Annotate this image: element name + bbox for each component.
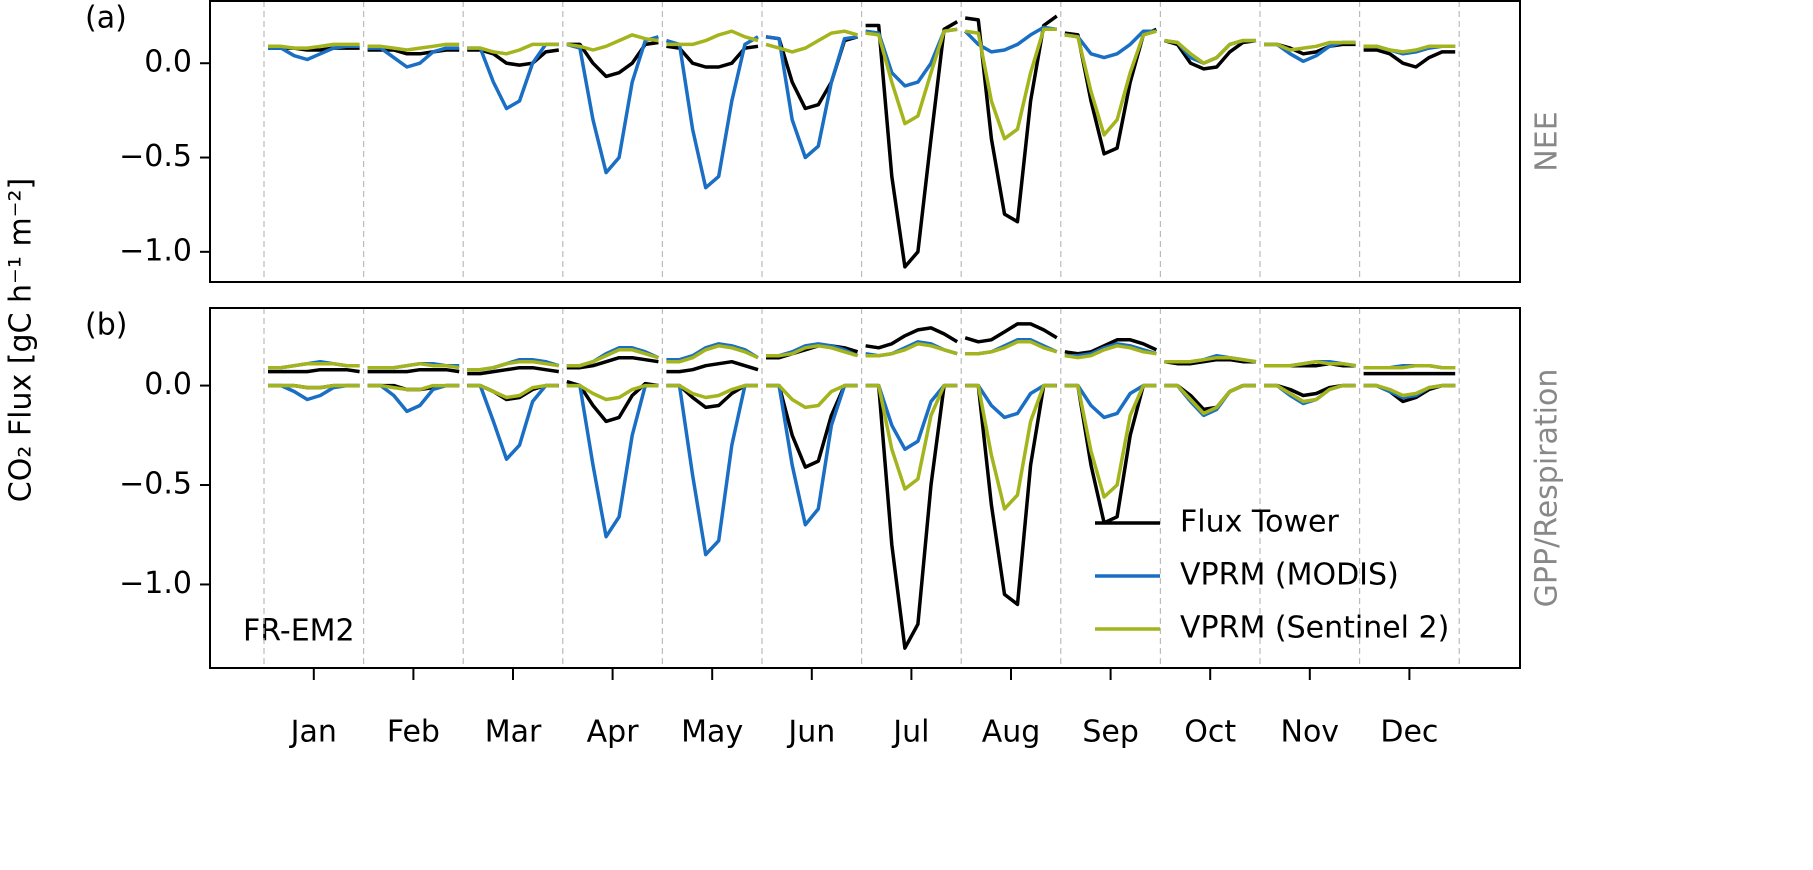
series-line xyxy=(566,33,659,52)
legend-label: VPRM (MODIS) xyxy=(1180,558,1399,593)
series-line xyxy=(865,383,958,491)
legend-label: Flux Tower xyxy=(1180,505,1339,540)
series-line xyxy=(1363,383,1456,398)
series-line xyxy=(766,344,859,358)
series-line xyxy=(865,326,959,350)
series-line xyxy=(566,383,659,539)
series-line xyxy=(766,383,858,410)
series-line xyxy=(766,383,858,527)
plot-frame xyxy=(209,0,1521,283)
series-line xyxy=(1064,27,1158,156)
series-line xyxy=(467,359,560,372)
series-line xyxy=(367,46,460,69)
x-tick-label: Mar xyxy=(485,715,542,750)
x-tick-label: Oct xyxy=(1184,715,1236,750)
series-line xyxy=(467,42,559,111)
series-line xyxy=(1264,383,1356,404)
series-line xyxy=(666,359,759,374)
series-line xyxy=(467,383,559,400)
series-line xyxy=(666,342,759,362)
y-axis-label: CO₂ Flux [gC h⁻¹ m⁻²] xyxy=(4,178,39,502)
plot-frame xyxy=(209,307,1521,669)
series-line xyxy=(566,348,659,368)
series-line xyxy=(1264,359,1356,368)
series-line xyxy=(268,361,360,370)
y-tick-label: −0.5 xyxy=(119,139,192,174)
series-line xyxy=(566,35,659,175)
legend-label: VPRM (Sentinel 2) xyxy=(1180,611,1449,646)
series-line xyxy=(367,42,460,52)
series-line xyxy=(1164,383,1256,412)
series-line xyxy=(1363,44,1456,54)
series-line xyxy=(865,383,958,650)
series-line xyxy=(1363,363,1456,370)
panel-label: (a) xyxy=(85,1,127,36)
series-line xyxy=(965,383,1057,511)
series-line xyxy=(1164,357,1256,366)
series-line xyxy=(1064,344,1157,360)
series-line xyxy=(765,29,859,54)
series-line xyxy=(268,42,360,50)
series-line xyxy=(964,322,1058,344)
series-line xyxy=(765,35,858,160)
series-line xyxy=(566,355,659,370)
series-line xyxy=(367,361,460,370)
series-line xyxy=(566,346,660,368)
x-tick-label: Jan xyxy=(289,715,337,750)
series-line xyxy=(1264,40,1356,52)
series-line xyxy=(1064,383,1157,525)
series-line xyxy=(467,365,560,376)
series-line xyxy=(666,29,759,47)
series-line xyxy=(1064,342,1157,358)
series-line xyxy=(1164,383,1256,416)
series-line xyxy=(1064,383,1157,499)
panel-label: (b) xyxy=(85,308,127,343)
series-line xyxy=(467,42,559,56)
y-tick-label: 0.0 xyxy=(144,45,192,80)
x-tick-label: Apr xyxy=(587,715,640,750)
series-line xyxy=(965,383,1057,607)
series-line xyxy=(1064,29,1157,137)
y-tick-label: −1.0 xyxy=(119,233,192,268)
series-line xyxy=(1064,338,1158,356)
y-tick-label: 0.0 xyxy=(144,367,192,402)
series-line xyxy=(367,367,460,374)
x-tick-label: Aug xyxy=(982,715,1041,750)
x-tick-label: Dec xyxy=(1380,715,1438,750)
x-tick-label: Sep xyxy=(1082,715,1139,750)
series-line xyxy=(268,383,360,390)
series-line xyxy=(1363,48,1456,69)
x-tick-label: Jul xyxy=(891,715,929,750)
series-line xyxy=(964,27,1057,141)
y-tick-label: −1.0 xyxy=(119,566,192,601)
series-line xyxy=(865,342,958,358)
series-line xyxy=(1164,38,1256,65)
x-tick-label: Jun xyxy=(786,715,835,750)
side-label: GPP/Respiration xyxy=(1530,369,1565,608)
series-line xyxy=(865,27,958,126)
series-line xyxy=(467,383,559,461)
series-line xyxy=(1164,355,1257,364)
series-line xyxy=(666,383,758,400)
y-tick-label: −0.5 xyxy=(119,467,192,502)
series-line xyxy=(268,367,360,374)
series-line xyxy=(666,344,759,364)
series-line xyxy=(566,383,659,402)
series-line xyxy=(665,35,759,190)
x-tick-label: Nov xyxy=(1281,715,1340,750)
x-tick-label: May xyxy=(681,715,743,750)
series-line xyxy=(268,44,360,62)
series-line xyxy=(367,383,460,392)
series-line xyxy=(865,20,959,269)
side-label: NEE xyxy=(1530,111,1565,171)
series-line xyxy=(965,340,1058,356)
series-line xyxy=(666,383,758,557)
x-tick-label: Feb xyxy=(387,715,440,750)
site-annotation: FR-EM2 xyxy=(243,614,355,649)
